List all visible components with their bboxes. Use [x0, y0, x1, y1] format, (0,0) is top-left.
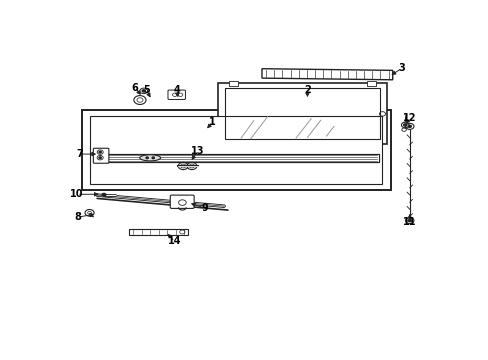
Circle shape: [146, 157, 148, 159]
Bar: [228, 81, 238, 86]
Circle shape: [407, 220, 410, 222]
Text: 8: 8: [74, 212, 81, 222]
Bar: [129, 229, 188, 235]
FancyBboxPatch shape: [170, 195, 194, 208]
Bar: [90, 116, 382, 184]
Text: 2: 2: [304, 85, 310, 95]
FancyBboxPatch shape: [93, 148, 109, 163]
Circle shape: [142, 90, 145, 92]
Bar: [225, 89, 380, 139]
Text: 4: 4: [173, 85, 180, 95]
Bar: [218, 84, 386, 144]
Bar: [94, 154, 378, 162]
Circle shape: [407, 125, 410, 127]
FancyBboxPatch shape: [168, 90, 185, 99]
Bar: [82, 110, 390, 190]
Bar: [94, 154, 378, 162]
Circle shape: [102, 193, 105, 196]
Circle shape: [152, 157, 154, 159]
Ellipse shape: [140, 155, 160, 161]
Bar: [94, 154, 378, 162]
Circle shape: [99, 151, 101, 153]
Bar: [366, 81, 376, 86]
Text: 13: 13: [190, 146, 204, 156]
Bar: [82, 110, 390, 190]
Text: 12: 12: [402, 113, 416, 123]
Text: 9: 9: [202, 203, 208, 213]
Text: 6: 6: [131, 82, 138, 93]
Bar: [218, 84, 386, 144]
Text: 7: 7: [76, 149, 82, 159]
Circle shape: [99, 157, 101, 158]
Circle shape: [403, 124, 406, 126]
Text: 5: 5: [142, 85, 149, 95]
Bar: [90, 116, 382, 184]
Bar: [225, 89, 380, 139]
Text: 10: 10: [70, 189, 83, 199]
Text: 11: 11: [402, 217, 416, 227]
Polygon shape: [262, 69, 392, 80]
Text: 1: 1: [209, 117, 216, 127]
Text: 14: 14: [168, 237, 181, 246]
Bar: [94, 154, 378, 162]
Text: 3: 3: [398, 63, 405, 73]
